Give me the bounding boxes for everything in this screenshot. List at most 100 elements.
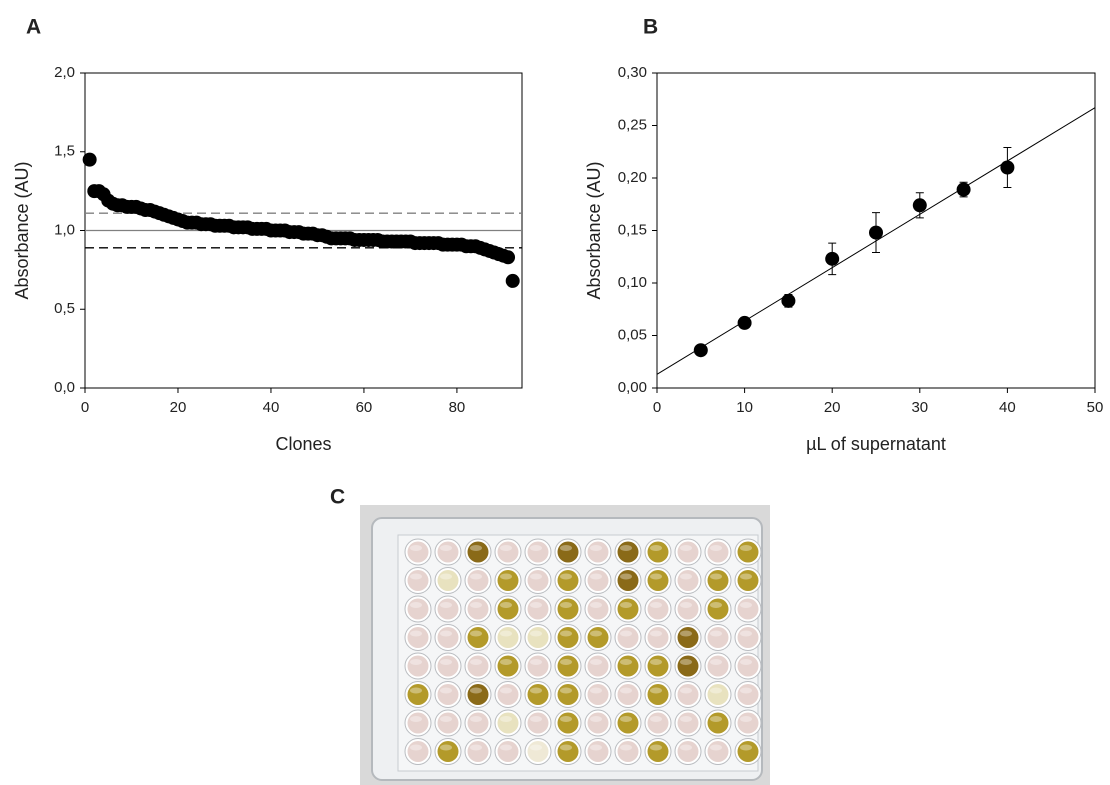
well [677, 541, 699, 563]
well-shine [590, 545, 602, 551]
well-shine [740, 716, 752, 722]
x-tick-label: 20 [170, 399, 187, 416]
well-plate-photo [360, 505, 770, 785]
well-shine [410, 573, 422, 580]
well-shine [710, 744, 722, 751]
well [707, 655, 729, 677]
well-shine [470, 545, 482, 551]
well-shine [410, 744, 422, 751]
x-tick-label: 80 [449, 399, 466, 416]
well [467, 627, 489, 648]
well [737, 598, 759, 620]
panel-label: B [643, 16, 658, 39]
well [407, 598, 429, 620]
well [677, 627, 699, 648]
well [497, 627, 519, 648]
y-tick-label: 0,30 [618, 64, 647, 81]
data-point [869, 225, 883, 240]
y-tick-label: 0,15 [618, 221, 647, 238]
well [407, 541, 429, 563]
well-shine [530, 602, 542, 608]
well-shine [560, 716, 572, 722]
well [437, 598, 459, 620]
y-tick-label: 0,0 [54, 379, 75, 396]
well-shine [620, 573, 632, 580]
data-point [1000, 160, 1015, 175]
well [647, 741, 669, 762]
x-tick-label: 0 [81, 399, 89, 416]
well-shine [650, 602, 662, 608]
well [437, 627, 459, 648]
well [527, 570, 549, 591]
well [707, 684, 729, 705]
well [677, 741, 699, 762]
well [557, 598, 579, 620]
x-tick-label: 10 [736, 399, 753, 416]
well [407, 684, 429, 705]
well [557, 741, 579, 762]
well [737, 627, 759, 648]
well [407, 741, 429, 762]
well-shine [410, 716, 422, 722]
well-shine [620, 630, 632, 637]
well-shine [440, 716, 452, 722]
well-shine [620, 744, 632, 751]
data-point [737, 315, 752, 330]
well-shine [410, 687, 422, 694]
well [587, 570, 609, 591]
well [407, 570, 429, 591]
well [647, 598, 669, 620]
well [497, 712, 519, 734]
x-tick-label: 50 [1087, 399, 1104, 416]
well-shine [590, 573, 602, 580]
well-shine [740, 630, 752, 637]
well [497, 541, 519, 563]
well-shine [680, 545, 692, 551]
well-shine [740, 573, 752, 580]
well-shine [530, 630, 542, 637]
x-tick-label: 60 [356, 399, 373, 416]
well-shine [590, 687, 602, 694]
well [617, 741, 639, 762]
well-shine [500, 659, 512, 665]
y-tick-label: 2,0 [54, 64, 75, 81]
well-shine [500, 744, 512, 751]
well-shine [560, 573, 572, 580]
well-shine [470, 744, 482, 751]
well [497, 655, 519, 677]
well-shine [620, 545, 632, 551]
well [677, 655, 699, 677]
well-shine [650, 573, 662, 580]
well [647, 541, 669, 563]
well-shine [560, 602, 572, 608]
well [437, 541, 459, 563]
well-shine [680, 602, 692, 608]
well [497, 598, 519, 620]
well-shine [650, 545, 662, 551]
well [407, 712, 429, 734]
well [527, 712, 549, 734]
x-tick-label: 40 [263, 399, 280, 416]
well [467, 741, 489, 762]
data-point [693, 343, 708, 358]
well [437, 684, 459, 705]
y-tick-label: 0,25 [618, 116, 647, 133]
data-point [82, 152, 97, 167]
well-shine [710, 602, 722, 608]
well-shine [590, 744, 602, 751]
well-shine [740, 659, 752, 665]
well-shine [560, 744, 572, 751]
well-shine [500, 573, 512, 580]
well-shine [710, 630, 722, 637]
well [707, 598, 729, 620]
well [527, 741, 549, 762]
well-shine [530, 687, 542, 694]
panel-label: A [26, 16, 41, 39]
well [407, 655, 429, 677]
x-axis-title: µL of supernatant [806, 434, 946, 454]
well-shine [440, 744, 452, 751]
panel-label: C [330, 486, 345, 509]
well-shine [710, 659, 722, 665]
